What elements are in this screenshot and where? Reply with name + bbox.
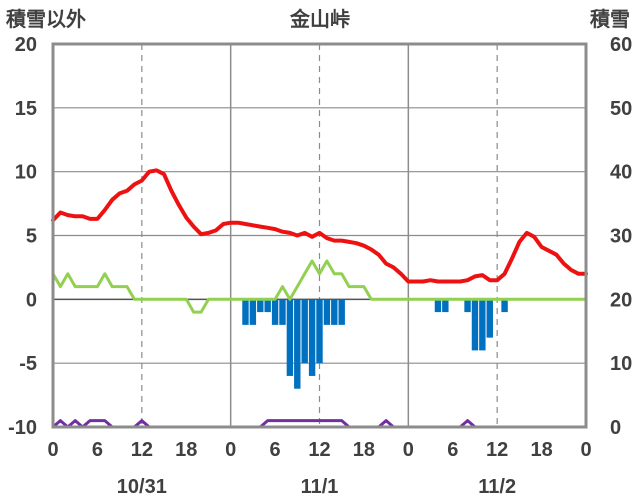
- precipitation-bars: [242, 299, 508, 389]
- precipitation-bar: [294, 299, 301, 389]
- left-y-tick-label: -10: [8, 417, 37, 439]
- right-axis-label: 積雪: [590, 7, 630, 31]
- precipitation-bar: [308, 299, 316, 376]
- x-tick-label: 0: [225, 439, 236, 461]
- left-y-ticks: 20 15 10 5 0 -5 -10: [8, 34, 37, 439]
- left-y-tick-label: 0: [26, 289, 37, 311]
- date-label: 11/1: [301, 476, 339, 498]
- x-tick-label: 6: [447, 439, 458, 461]
- precipitation-bar: [301, 299, 308, 364]
- chart-title: 金山峠: [289, 7, 350, 31]
- right-y-tick-label: 0: [610, 417, 621, 439]
- precipitation-bar: [434, 299, 442, 313]
- right-y-tick-label: 40: [610, 162, 632, 184]
- precipitation-bar: [501, 299, 508, 313]
- x-tick-label: 12: [308, 439, 330, 461]
- x-tick-label: 0: [403, 439, 414, 461]
- x-tick-label: 18: [175, 439, 197, 461]
- right-y-tick-label: 10: [610, 353, 632, 375]
- precipitation-bar: [486, 299, 493, 338]
- date-label: 11/2: [478, 476, 516, 498]
- precipitation-bar: [464, 299, 471, 313]
- date-labels: 10/31 11/1 11/2: [117, 476, 516, 498]
- left-y-tick-label: 5: [26, 226, 37, 248]
- right-y-ticks: 60 50 40 30 20 10 0: [610, 34, 632, 439]
- precipitation-bar: [442, 299, 449, 313]
- left-y-tick-label: -5: [19, 353, 37, 375]
- left-y-tick-label: 15: [15, 98, 37, 120]
- x-tick-label: 0: [580, 439, 591, 461]
- left-axis-label: 積雪以外: [6, 7, 86, 31]
- right-y-tick-label: 20: [610, 289, 632, 311]
- grid: [53, 44, 586, 427]
- plot-frame: [51, 42, 588, 429]
- precipitation-bar: [316, 299, 323, 364]
- precipitation-bar: [279, 299, 286, 325]
- precipitation-bar: [323, 299, 331, 325]
- x-ticks: 0 6 12 18 0 6 12 18 0 6 12 18 0: [47, 439, 591, 461]
- right-y-tick-label: 30: [610, 226, 632, 248]
- precipitation-bar: [338, 299, 345, 325]
- precipitation-bar: [264, 299, 271, 313]
- x-tick-label: 6: [92, 439, 103, 461]
- right-y-tick-label: 60: [610, 34, 632, 56]
- precipitation-bar: [479, 299, 486, 351]
- x-tick-label: 18: [353, 439, 375, 461]
- precipitation-bar: [249, 299, 257, 325]
- wind-line: [51, 259, 588, 314]
- precipitation-bar: [257, 299, 264, 313]
- x-tick-label: 12: [486, 439, 508, 461]
- precipitation-bar: [271, 299, 279, 325]
- x-tick-label: 12: [131, 439, 153, 461]
- precipitation-bar: [471, 299, 479, 351]
- precipitation-bar: [242, 299, 249, 325]
- date-label: 10/31: [117, 476, 167, 498]
- right-y-tick-label: 50: [610, 98, 632, 120]
- precipitation-bar: [331, 299, 338, 325]
- left-y-tick-label: 20: [15, 34, 37, 56]
- temperature-line: [51, 168, 588, 284]
- x-tick-label: 6: [270, 439, 281, 461]
- precipitation-bar: [286, 299, 294, 376]
- left-y-tick-label: 10: [15, 162, 37, 184]
- x-tick-label: 18: [530, 439, 552, 461]
- x-tick-label: 0: [47, 439, 58, 461]
